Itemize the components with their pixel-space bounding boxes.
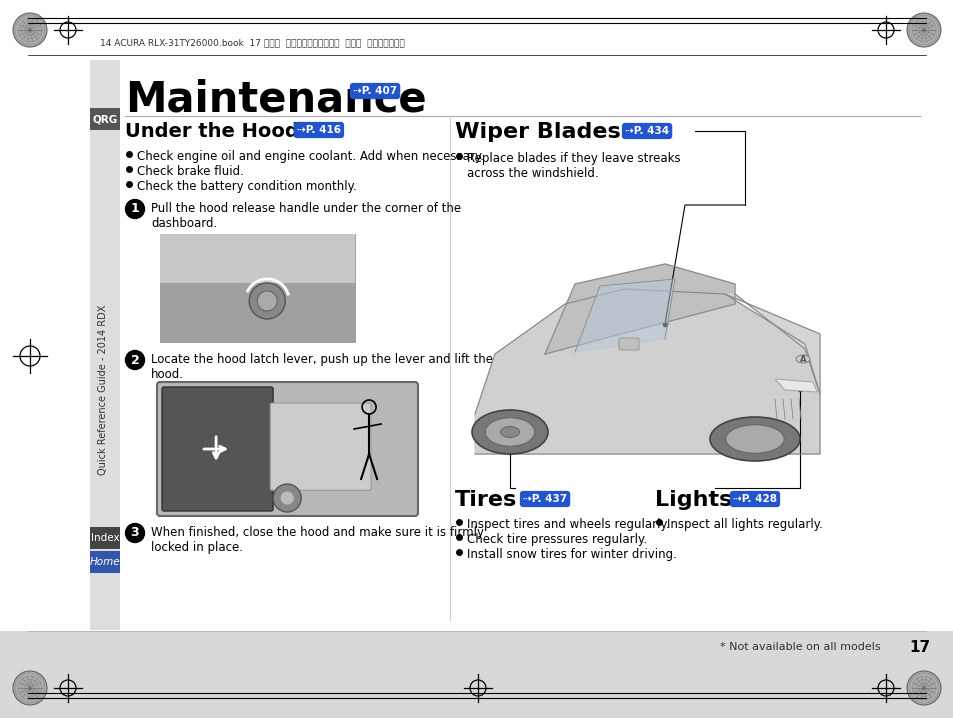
Text: Check engine oil and engine coolant. Add when necessary.: Check engine oil and engine coolant. Add…: [137, 150, 483, 163]
FancyBboxPatch shape: [162, 387, 273, 511]
FancyBboxPatch shape: [270, 403, 371, 490]
Text: 1: 1: [131, 202, 139, 215]
FancyBboxPatch shape: [90, 108, 120, 130]
Text: Index: Index: [91, 533, 119, 543]
Polygon shape: [774, 379, 816, 392]
Text: Inspect all lights regularly.: Inspect all lights regularly.: [666, 518, 822, 531]
FancyBboxPatch shape: [160, 283, 355, 342]
Circle shape: [249, 283, 285, 319]
FancyBboxPatch shape: [444, 194, 829, 476]
Text: Lights: Lights: [655, 490, 732, 510]
Ellipse shape: [795, 355, 809, 363]
Text: ⇢P. 407: ⇢P. 407: [353, 86, 396, 96]
Text: 2: 2: [131, 353, 139, 366]
Text: Quick Reference Guide - 2014 RDX: Quick Reference Guide - 2014 RDX: [98, 305, 108, 475]
Text: Check brake fluid.: Check brake fluid.: [137, 165, 244, 178]
Circle shape: [280, 491, 294, 505]
FancyBboxPatch shape: [618, 338, 639, 350]
Text: ⇢P. 416: ⇢P. 416: [296, 125, 340, 135]
Text: ⇢P. 437: ⇢P. 437: [522, 494, 566, 504]
Text: Under the Hood: Under the Hood: [125, 122, 298, 141]
Circle shape: [126, 350, 144, 370]
Ellipse shape: [709, 417, 800, 461]
Text: Home: Home: [90, 557, 120, 567]
Text: Pull the hood release handle under the corner of the
dashboard.: Pull the hood release handle under the c…: [151, 202, 460, 230]
Text: ⇢P. 434: ⇢P. 434: [624, 126, 668, 136]
FancyBboxPatch shape: [160, 234, 355, 283]
Ellipse shape: [725, 425, 783, 453]
Text: Wiper Blades: Wiper Blades: [455, 122, 620, 142]
Circle shape: [13, 671, 47, 705]
Ellipse shape: [472, 410, 547, 454]
FancyBboxPatch shape: [157, 382, 417, 516]
Polygon shape: [575, 279, 675, 352]
Circle shape: [126, 523, 144, 543]
Text: A: A: [799, 355, 805, 363]
Circle shape: [273, 484, 301, 512]
Text: When finished, close the hood and make sure it is firmly
locked in place.: When finished, close the hood and make s…: [151, 526, 483, 554]
Text: 3: 3: [131, 526, 139, 539]
Ellipse shape: [485, 418, 534, 447]
Circle shape: [13, 13, 47, 47]
Text: ⇢P. 428: ⇢P. 428: [732, 494, 776, 504]
FancyBboxPatch shape: [160, 234, 355, 342]
FancyBboxPatch shape: [90, 551, 120, 573]
FancyBboxPatch shape: [0, 631, 953, 718]
Text: QRG: QRG: [92, 114, 117, 124]
Circle shape: [906, 13, 940, 47]
Text: Tires: Tires: [455, 490, 517, 510]
Polygon shape: [724, 294, 820, 394]
Text: Locate the hood latch lever, push up the lever and lift the
hood.: Locate the hood latch lever, push up the…: [151, 353, 493, 381]
Circle shape: [906, 671, 940, 705]
Circle shape: [126, 200, 144, 218]
Text: Check tire pressures regularly.: Check tire pressures regularly.: [467, 533, 646, 546]
Text: 17: 17: [908, 640, 929, 655]
Text: 14 ACURA RLX-31TY26000.book  17 ページ  ２０１３年３月１８日  月曜日  午後３時１８分: 14 ACURA RLX-31TY26000.book 17 ページ ２０１３年…: [100, 39, 404, 47]
Text: Replace blades if they leave streaks
across the windshield.: Replace blades if they leave streaks acr…: [467, 152, 679, 180]
Text: Install snow tires for winter driving.: Install snow tires for winter driving.: [467, 548, 677, 561]
FancyBboxPatch shape: [90, 527, 120, 549]
Text: Inspect tires and wheels regularly.: Inspect tires and wheels regularly.: [467, 518, 669, 531]
Text: Maintenance: Maintenance: [125, 78, 426, 120]
Text: Check the battery condition monthly.: Check the battery condition monthly.: [137, 180, 356, 193]
Polygon shape: [544, 264, 734, 354]
FancyBboxPatch shape: [90, 60, 120, 630]
Circle shape: [257, 291, 277, 311]
Text: * Not available on all models: * Not available on all models: [720, 642, 880, 652]
Ellipse shape: [500, 426, 519, 437]
Polygon shape: [475, 289, 820, 454]
